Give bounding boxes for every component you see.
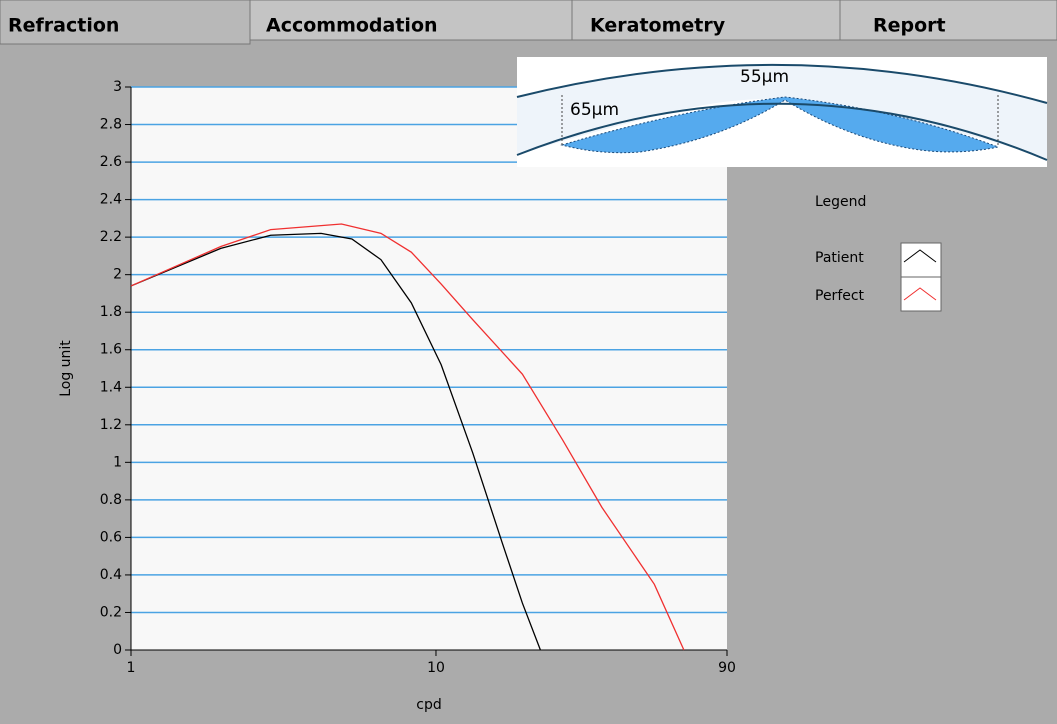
y-tick-label: 0.4 <box>100 567 122 583</box>
y-tick-label: 1.4 <box>100 379 122 395</box>
y-tick-label: 2.2 <box>100 229 122 245</box>
tab[interactable] <box>839 0 1057 41</box>
inset-diagram: 55µm 65µm <box>516 57 1048 167</box>
series-line <box>130 223 685 651</box>
y-tick-label: 0.6 <box>100 529 122 545</box>
y-tick-label: 0 <box>113 642 122 658</box>
tab-label[interactable]: Report <box>873 15 946 37</box>
depth-label: 55µm <box>740 67 789 87</box>
legend-swatch-box <box>900 276 942 312</box>
y-tick-label: 1.2 <box>100 417 122 433</box>
legend-title: Legend <box>815 194 866 210</box>
legend-swatch <box>903 249 937 263</box>
outer-curve <box>516 63 1048 104</box>
chart: 0 0.2 0.4 0.6 0.8 1 1.2 1.4 1.6 1.8 2 2.2 2.4 2.6 2.8 3… <box>58 79 942 713</box>
y-tick-label: 2.4 <box>100 192 122 208</box>
tab-label[interactable]: Keratometry <box>590 15 726 37</box>
y-tick-label: 1.6 <box>100 342 122 358</box>
depth-label: 65µm <box>570 100 619 120</box>
tab-bar: Refraction Accommodation Keratometry Rep… <box>0 0 1057 45</box>
y-tick-label: 2.8 <box>100 117 122 133</box>
series-line <box>130 232 542 651</box>
x-axis-label: cpd <box>416 697 441 713</box>
y-tick-label: 1.8 <box>100 304 122 320</box>
tab-label[interactable]: Accommodation <box>266 15 438 37</box>
plot-area <box>131 87 727 650</box>
y-tick-label: 2 <box>113 267 122 283</box>
y-tick-label: 1 <box>113 454 122 470</box>
tab[interactable] <box>249 0 573 41</box>
y-tick-label: 0.2 <box>100 604 122 620</box>
y-tick-label: 2.6 <box>100 154 122 170</box>
x-tick-label: 10 <box>427 660 445 676</box>
y-axis-label: Log unit <box>58 340 74 397</box>
tab-label[interactable]: Refraction <box>8 15 119 37</box>
legend-swatch-box <box>900 242 942 278</box>
x-tick-label: 90 <box>718 660 736 676</box>
inner-curve <box>516 102 1048 161</box>
legend-label: Patient <box>815 250 864 266</box>
legend-swatch <box>903 287 937 301</box>
tissue-area <box>560 96 1000 154</box>
x-tick-label: 1 <box>127 660 136 676</box>
cornea-band <box>517 64 1047 160</box>
legend-label: Perfect <box>815 288 865 304</box>
y-tick-label: 0.8 <box>100 492 122 508</box>
y-tick-label: 3 <box>113 79 122 95</box>
